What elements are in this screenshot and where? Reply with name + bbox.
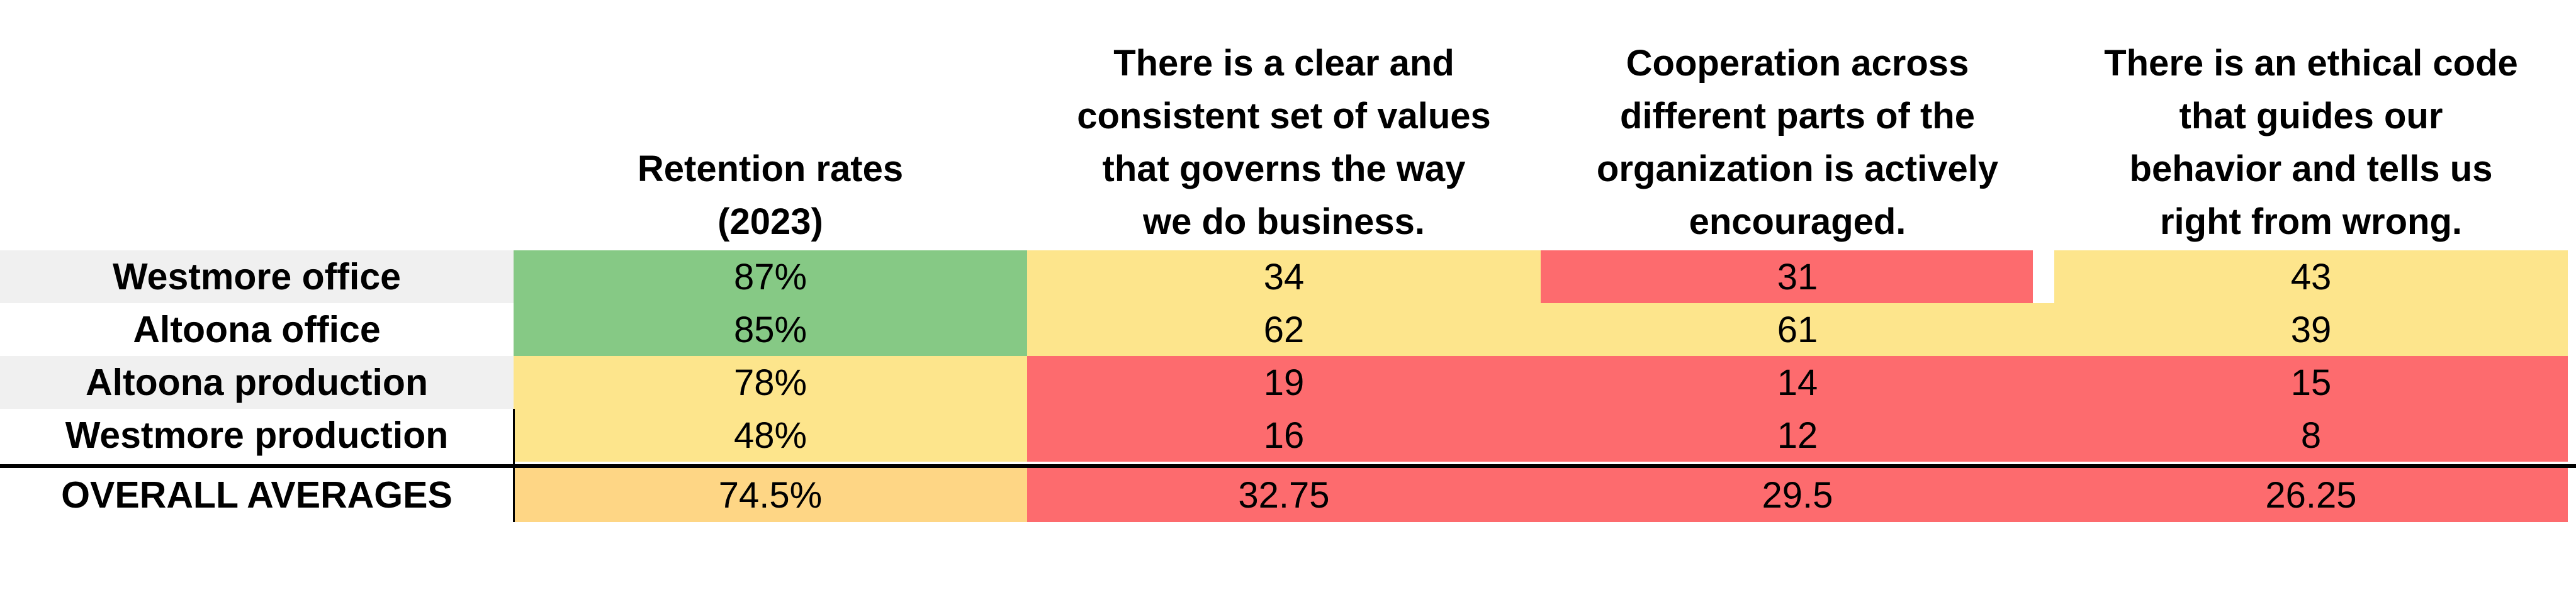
table-cell: 31 bbox=[1541, 250, 2054, 303]
column-header: Retention rates (2023) bbox=[637, 148, 904, 242]
row-label: Altoona production bbox=[0, 356, 514, 409]
table-cell: 87% bbox=[514, 250, 1027, 303]
row-label: Altoona office bbox=[133, 309, 381, 350]
table-cell: 61 bbox=[1541, 303, 2054, 356]
cell-gap-divider bbox=[2033, 250, 2054, 303]
average-cell: 74.5% bbox=[514, 468, 1027, 522]
table-cell: 62 bbox=[1027, 303, 1541, 356]
average-cell: 29.5 bbox=[1541, 468, 2054, 522]
label-column-border bbox=[513, 409, 515, 522]
averages-row-label: OVERALL AVERAGES bbox=[61, 474, 453, 516]
average-cell: 32.75 bbox=[1027, 468, 1541, 522]
table-cell: 16 bbox=[1027, 409, 1541, 462]
table-cell: 34 bbox=[1027, 250, 1541, 303]
averages-divider bbox=[0, 464, 2576, 468]
table-cell: 15 bbox=[2054, 356, 2568, 409]
table-cell: 8 bbox=[2054, 409, 2568, 462]
table-cell: 12 bbox=[1541, 409, 2054, 462]
row-label: Westmore office bbox=[0, 250, 514, 303]
table-cell: 43 bbox=[2054, 250, 2568, 303]
column-header: There is an ethical code that guides our… bbox=[2104, 43, 2518, 242]
column-header: There is a clear and consistent set of v… bbox=[1077, 43, 1491, 242]
row-label: Westmore production bbox=[65, 414, 449, 456]
table-cell: 14 bbox=[1541, 356, 2054, 409]
table-cell: 78% bbox=[514, 356, 1027, 409]
average-cell: 26.25 bbox=[2054, 468, 2568, 522]
table-cell: 48% bbox=[514, 409, 1027, 462]
column-header: Cooperation across different parts of th… bbox=[1596, 43, 1999, 242]
table-cell: 85% bbox=[514, 303, 1027, 356]
table-cell: 19 bbox=[1027, 356, 1541, 409]
table-cell: 39 bbox=[2054, 303, 2568, 356]
